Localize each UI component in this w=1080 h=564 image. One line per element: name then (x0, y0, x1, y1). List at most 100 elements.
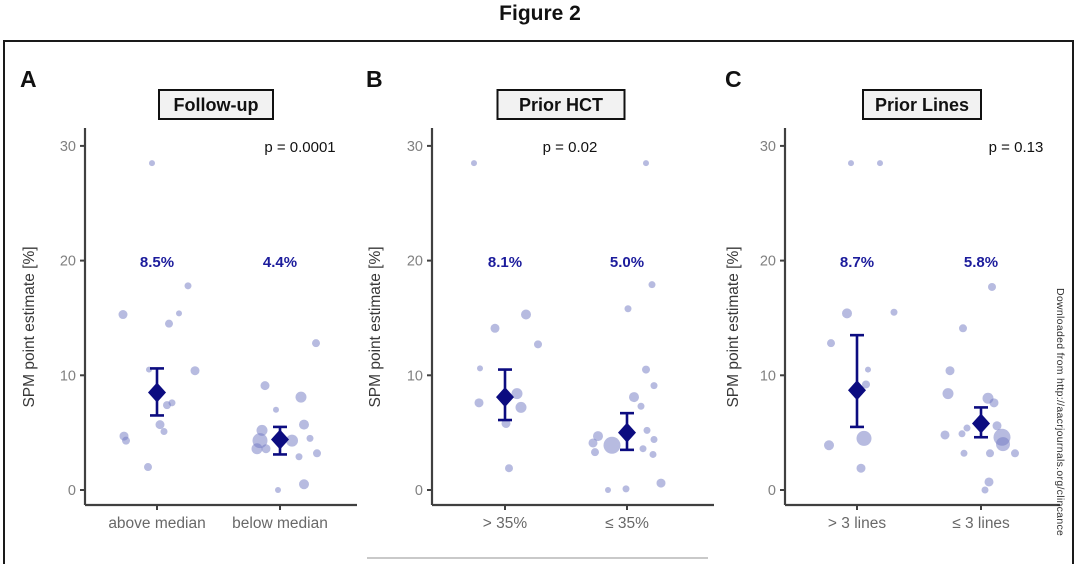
mean-diamond (496, 387, 514, 408)
data-point (505, 464, 513, 473)
data-point (624, 305, 632, 313)
data-point (168, 399, 176, 407)
data-point (963, 424, 971, 432)
data-point (981, 486, 989, 494)
strip-title: Prior Lines (875, 95, 969, 115)
bottom-separator-line (367, 557, 708, 559)
mean-diamond (618, 422, 636, 443)
data-point (256, 424, 268, 436)
data-point (165, 319, 173, 328)
y-tick-label: 10 (60, 368, 76, 384)
strip-title-box (158, 89, 274, 120)
data-point (534, 340, 542, 349)
data-point (118, 310, 128, 320)
mean-diamond (148, 382, 166, 403)
data-point (313, 449, 321, 458)
data-point (490, 323, 500, 333)
data-point (176, 310, 182, 317)
data-point (299, 419, 309, 430)
y-axis-title: SPM point estimate [%] (367, 246, 384, 407)
data-point (649, 450, 657, 458)
data-point (656, 478, 666, 488)
mean-diamond (972, 413, 990, 434)
panel-A: A Follow-up p = 0.0001 0 10 20 30 SPM point est… (20, 66, 357, 532)
data-point (160, 428, 168, 436)
data-point (251, 443, 263, 455)
data-point (637, 402, 645, 410)
panel-letter: A (20, 66, 37, 92)
data-point (306, 434, 314, 442)
data-point (862, 380, 870, 389)
data-point (521, 309, 531, 320)
y-tick-label: 20 (407, 254, 423, 270)
y-tick-label: 30 (60, 139, 76, 155)
data-point (286, 434, 298, 447)
data-point (824, 440, 834, 451)
strip-title: Prior HCT (519, 95, 603, 115)
x-tick-label: > 35% (483, 515, 528, 532)
y-tick-label: 0 (415, 483, 423, 499)
data-point (299, 479, 309, 490)
data-point (593, 431, 603, 442)
x-tick-label: ≤ 3 lines (952, 515, 1010, 532)
p-value-label: p = 0.02 (543, 139, 598, 156)
y-tick-label: 30 (407, 139, 423, 155)
data-point (477, 365, 483, 372)
data-point (588, 438, 598, 448)
y-tick-label: 30 (760, 139, 776, 155)
data-point (295, 391, 307, 403)
data-point (642, 365, 650, 374)
data-point (603, 436, 621, 454)
data-point (959, 324, 967, 333)
data-point (184, 282, 192, 290)
data-point (474, 398, 484, 408)
data-point (639, 445, 647, 453)
data-point (629, 392, 639, 403)
data-point (940, 430, 950, 440)
data-point (643, 160, 649, 167)
y-axis-title: SPM point estimate [%] (21, 246, 38, 407)
panel-B: B Prior HCT p = 0.02 0 10 20 30 SPM point estim… (366, 66, 714, 532)
panel-letter: B (366, 66, 383, 92)
y-tick-label: 10 (760, 368, 776, 384)
strip-title-box (496, 89, 626, 120)
mean-percent-label: 8.5% (140, 254, 174, 271)
data-point (643, 426, 651, 434)
data-point (958, 430, 966, 438)
data-point (986, 449, 994, 458)
data-point (471, 160, 477, 167)
mean-diamond (271, 429, 289, 450)
data-point (295, 453, 303, 461)
y-tick-label: 0 (768, 483, 776, 499)
data-point (989, 398, 999, 408)
x-tick-label: > 3 lines (828, 515, 886, 532)
data-point (605, 487, 611, 493)
mean-percent-label: 5.8% (964, 254, 998, 271)
mean-percent-label: 8.1% (488, 254, 522, 271)
data-point (848, 160, 854, 167)
data-point (1011, 449, 1019, 458)
data-point (856, 463, 866, 473)
data-point (273, 406, 279, 413)
data-point (984, 477, 994, 487)
figure-border-box (3, 40, 1074, 564)
data-point (942, 388, 954, 400)
p-value-label: p = 0.0001 (264, 139, 335, 156)
data-point (260, 381, 270, 391)
data-point (877, 160, 883, 167)
y-tick-label: 20 (760, 254, 776, 270)
data-point (960, 449, 968, 457)
mean-percent-label: 5.0% (610, 254, 644, 271)
y-tick-label: 0 (68, 483, 76, 499)
data-point (511, 388, 523, 400)
p-value-label: p = 0.13 (989, 139, 1044, 156)
data-point (122, 436, 130, 445)
data-point (261, 444, 271, 454)
panel-letter: C (725, 66, 742, 92)
mean-diamond (848, 380, 866, 401)
data-point (842, 308, 852, 319)
data-point (650, 382, 658, 390)
data-point (648, 281, 656, 289)
